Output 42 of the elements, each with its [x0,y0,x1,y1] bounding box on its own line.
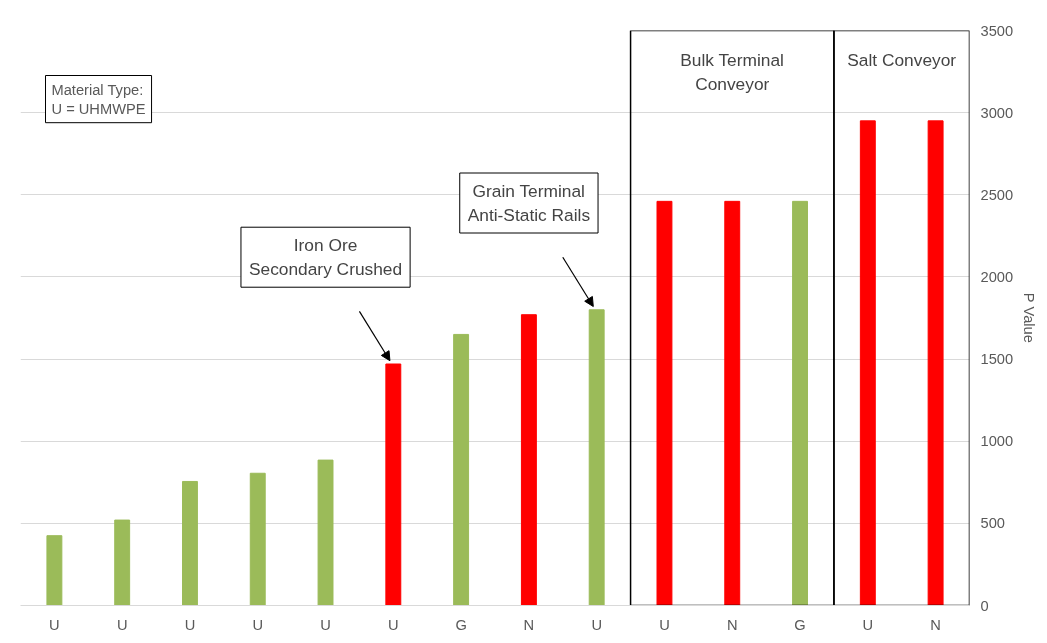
bar [46,535,63,606]
bar [453,333,470,606]
bar [317,459,334,606]
bar [792,200,808,606]
x-tick-label: N [930,616,941,633]
x-tick-label: G [455,616,467,633]
y-tick-label: 3000 [980,104,1014,121]
annotation: Grain Terminal Anti-Static Rails [467,181,591,225]
bar [249,472,266,606]
annotation: Bulk Terminal Conveyor [680,50,784,95]
x-tick-label: N [726,616,738,633]
x-tick-label: U [116,616,128,633]
x-tick-label: G [794,616,806,633]
bar [724,200,741,606]
bar [182,480,198,606]
y-tick-label: 0 [980,597,989,614]
bar [114,519,131,606]
x-tick-label: U [591,616,602,633]
y-tick-label: 3500 [980,22,1014,39]
x-tick-label: U [252,616,264,633]
annotation: Material Type: U = UHMWPE [51,81,146,117]
x-tick-label: U [49,616,60,633]
y-tick-label: 2000 [980,268,1014,285]
y-tick-label: 500 [980,515,1005,532]
bar [656,200,673,606]
y-tick-label: 2500 [980,186,1014,203]
bar [520,314,537,606]
x-tick-label: U [659,616,670,633]
y-axis-title: P Value [1021,292,1038,343]
x-tick-label: U [862,616,874,633]
x-tick-label: U [184,616,196,633]
annotation: Iron Ore Secondary Crushed [248,235,403,280]
x-tick-label: U [388,616,399,633]
bar [859,120,876,606]
y-tick-label: 1000 [980,433,1014,450]
bar [927,120,944,606]
x-tick-label: U [320,616,331,633]
bar [385,363,402,606]
bar [588,309,605,606]
x-tick-label: N [523,616,535,633]
annotation: Salt Conveyor [847,50,957,71]
y-tick-label: 1500 [980,351,1014,368]
